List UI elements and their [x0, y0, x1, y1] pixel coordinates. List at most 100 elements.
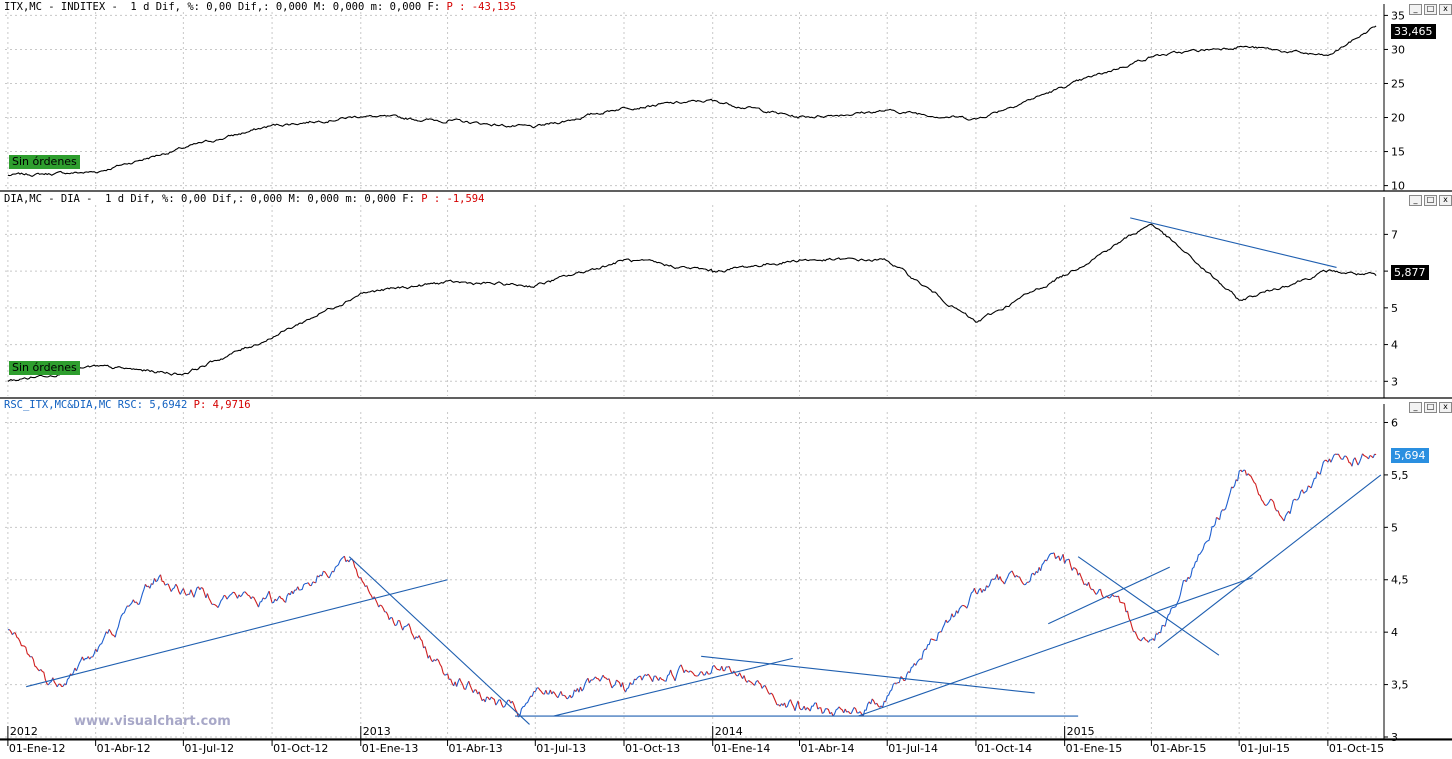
rsc-segment-up: [984, 585, 988, 592]
close-button[interactable]: x: [1439, 195, 1452, 206]
rsc-segment-up: [592, 676, 596, 681]
rsc-segment-up: [1188, 517, 1218, 579]
rsc-segment-up: [987, 578, 993, 588]
rsc-segment-up: [976, 587, 981, 595]
x-tick-label: 01-Ene-15: [1066, 742, 1123, 755]
rsc-segment-down: [579, 686, 583, 692]
rsc-segment-down: [844, 708, 848, 713]
rsc-segment-up: [1153, 633, 1157, 641]
rsc-segment-up: [1241, 469, 1246, 473]
rsc-segment-down: [175, 583, 181, 595]
rsc-segment-down: [323, 570, 330, 579]
rsc-segment-down: [894, 682, 897, 685]
rsc-segment-down: [418, 635, 425, 649]
rsc-segment-up: [857, 711, 861, 714]
rsc-segment-down: [1247, 473, 1267, 507]
restore-button[interactable]: □: [1424, 195, 1437, 206]
trendline: [26, 579, 448, 688]
rsc-segment-up: [250, 596, 253, 600]
rsc-segment-down: [853, 707, 858, 714]
rsc-segment-down: [1088, 582, 1093, 591]
minimize-button[interactable]: _: [1409, 4, 1422, 15]
rsc-segment-up: [832, 706, 840, 717]
rsc-segment-down: [206, 593, 213, 605]
dia-orders-tag[interactable]: Sin órdenes: [9, 361, 80, 375]
rsc-segment-down: [826, 708, 831, 715]
y-tick-label: 20: [1391, 112, 1405, 125]
grid-layer: [5, 12, 1378, 738]
rsc-segment-up: [1140, 636, 1145, 642]
rsc-segment-down: [408, 623, 416, 640]
rsc-segment-up: [1289, 498, 1295, 514]
rsc-segment-up: [1185, 577, 1189, 582]
itx-header: ITX,MC - INDITEX - 1 d Dif, %: 0,00 Dif,…: [4, 1, 516, 13]
rsc-segment-down: [1134, 631, 1142, 642]
x-tick-label: 01-Ene-12: [9, 742, 66, 755]
rsc-segment-up: [1147, 638, 1154, 643]
rsc-segment-down: [391, 617, 396, 626]
rsc-segment-up: [1028, 572, 1034, 583]
rsc-segment-up: [624, 682, 631, 693]
minimize-button[interactable]: _: [1409, 402, 1422, 413]
rsc-segment-up: [89, 656, 92, 660]
itx-orders-tag[interactable]: Sin órdenes: [9, 155, 80, 169]
rsc-segment-down: [748, 679, 755, 686]
rsc-segment-down: [1126, 610, 1135, 632]
rsc-segment-down: [1099, 589, 1104, 599]
rsc-segment-up: [328, 570, 333, 579]
rsc-segment-down: [847, 710, 852, 715]
rsc-segment-down: [40, 669, 49, 686]
rsc-segment-up: [1367, 455, 1371, 460]
rsc-segment-down: [563, 694, 568, 700]
rsc-segment-up: [1109, 594, 1113, 599]
rsc-segment-up: [96, 631, 107, 652]
rsc-segment-up: [1055, 555, 1059, 560]
rsc-segment-up: [1341, 455, 1346, 460]
rsc-last-value: 5,694: [1391, 448, 1429, 463]
minimize-button[interactable]: _: [1409, 195, 1422, 206]
rsc-segment-down: [876, 702, 881, 708]
rsc-segment-down: [81, 656, 85, 661]
rsc-segment-up: [703, 671, 708, 676]
trendline: [858, 577, 1253, 717]
rsc-segment-up: [785, 699, 791, 708]
rsc-segment-down: [1362, 453, 1369, 460]
rsc-segment-down: [159, 574, 166, 586]
close-button[interactable]: x: [1439, 402, 1452, 413]
dia-header: DIA,MC - DIA - 1 d Dif, %: 0,00 Dif,: 0,…: [4, 193, 484, 205]
rsc-segment-up: [1232, 479, 1237, 489]
rsc-segment-up: [909, 663, 915, 673]
rsc-segment-down: [634, 678, 637, 681]
rsc-segment-down: [587, 678, 590, 684]
rsc-segment-up: [885, 682, 896, 702]
rsc-segment-down: [629, 682, 632, 685]
rsc-segment-down: [1307, 485, 1312, 489]
close-button[interactable]: x: [1439, 4, 1452, 15]
rsc-segment-down: [153, 578, 157, 582]
rsc-segment-up: [240, 591, 246, 598]
frame-layer: [0, 4, 1452, 746]
rsc-segment-down: [713, 665, 721, 671]
trendline: [701, 655, 1035, 694]
rsc-segment-up: [128, 599, 134, 607]
trendline: [1077, 556, 1220, 656]
rsc-segment-up: [652, 675, 656, 682]
rsc-segment-up: [935, 631, 941, 641]
dia-header-p: P : -1,594: [414, 193, 485, 205]
rsc-segment-up: [862, 701, 870, 717]
restore-button[interactable]: □: [1424, 4, 1437, 15]
rsc-segment-up: [1046, 552, 1055, 562]
rsc-segment-down: [757, 680, 763, 689]
rsc-segment-down: [1337, 453, 1342, 460]
rsc-segment-down: [379, 604, 386, 613]
itx-header-prefix: ITX,MC - INDITEX - 1 d Dif, %: 0,00 Dif,…: [4, 1, 441, 13]
itx-last-value: 33,465: [1391, 24, 1436, 39]
rsc-segment-down: [135, 601, 139, 605]
rsc-segment-up: [1295, 489, 1303, 501]
rsc-segment-down: [1345, 455, 1353, 467]
restore-button[interactable]: □: [1424, 402, 1437, 413]
rsc-segment-down: [213, 603, 219, 608]
itx-window-buttons: _ □ x: [1409, 4, 1452, 15]
rsc-segment-down: [616, 679, 622, 688]
series-line-diamc: [7, 223, 1377, 382]
